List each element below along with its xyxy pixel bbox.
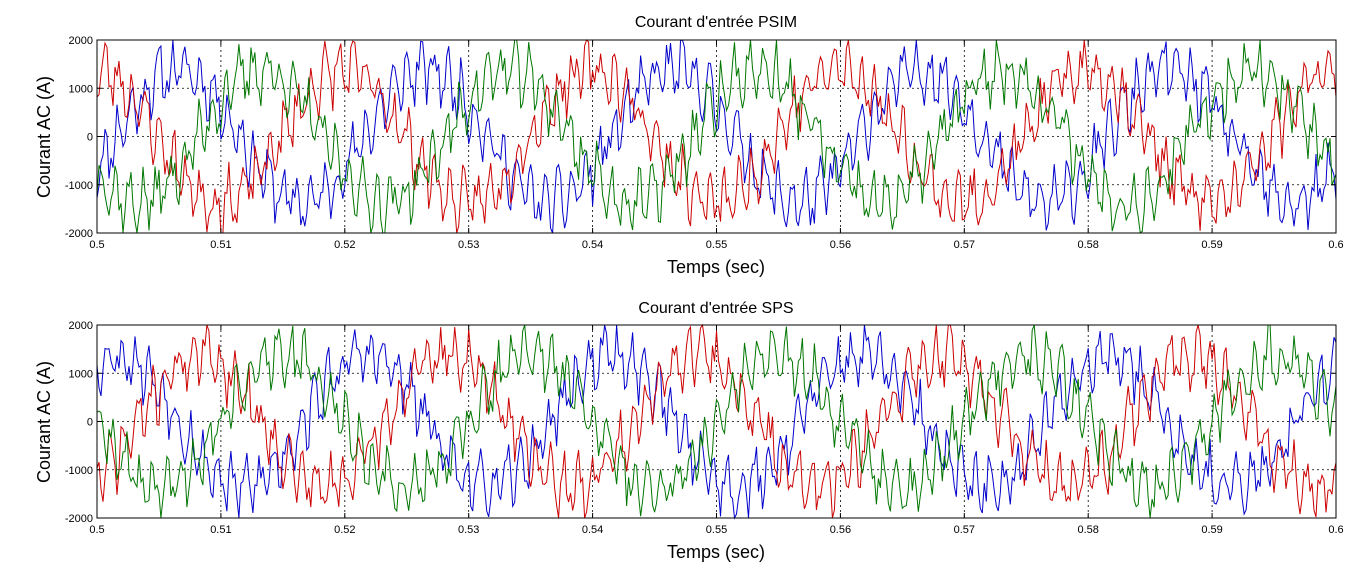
x-tick-label: 0.54 — [582, 524, 603, 536]
x-tick-label: 0.52 — [334, 524, 355, 536]
x-tick-label: 0.56 — [830, 239, 851, 251]
x-tick-label: 0.57 — [954, 239, 975, 251]
x-tick-labels: 0.5 0.51 0.52 0.53 0.54 0.55 0.56 0.57 0.58 0.59 0… — [89, 239, 1343, 251]
y-axis-label: Courant AC (A) — [34, 361, 54, 483]
x-tick-labels: 0.5 0.51 0.52 0.53 0.54 0.55 0.56 0.57 0.58 0.59 0… — [89, 524, 1343, 536]
x-tick-label: 0.53 — [458, 239, 479, 251]
y-tick-label: -1000 — [65, 465, 93, 477]
chart-panel-sps: Courant d'entrée SPS 0.5 0.51 0.52 0.53 0.54… — [34, 300, 1344, 562]
chart-title: Courant d'entrée SPS — [638, 300, 793, 317]
series-layer — [96, 323, 1337, 520]
x-axis-label: Temps (sec) — [667, 257, 765, 277]
x-tick-label: 0.53 — [458, 524, 479, 536]
y-tick-label: 2000 — [69, 35, 93, 47]
x-tick-label: 0.59 — [1201, 524, 1222, 536]
x-tick-label: 0.55 — [706, 524, 727, 536]
chart-title: Courant d'entrée PSIM — [635, 14, 797, 31]
grid-lines — [97, 325, 1336, 518]
x-tick-label: 0.51 — [210, 524, 231, 536]
series-line — [96, 39, 1337, 234]
x-tick-label: 0.54 — [582, 239, 603, 251]
y-tick-labels: 2000 1000 0 -1000 -2000 — [65, 35, 93, 240]
series-line — [96, 39, 1337, 234]
series-layer — [96, 39, 1337, 234]
y-tick-label: 2000 — [69, 320, 93, 332]
y-tick-label: 0 — [87, 132, 93, 144]
series-line — [96, 324, 1337, 520]
chart-panel-psim: Courant d'entrée PSIM 0.5 0.51 0.52 0.53 0.5… — [34, 14, 1344, 277]
series-line — [96, 323, 1337, 519]
y-tick-label: 0 — [87, 417, 93, 429]
x-axis-label: Temps (sec) — [667, 542, 765, 562]
x-tick-label: 0.57 — [954, 524, 975, 536]
x-tick-label: 0.52 — [334, 239, 355, 251]
x-tick-label: 0.6 — [1328, 239, 1343, 251]
tick-marks — [96, 39, 1337, 234]
y-tick-label: -1000 — [65, 180, 93, 192]
x-tick-label: 0.58 — [1077, 239, 1098, 251]
x-tick-label: 0.59 — [1201, 239, 1222, 251]
x-tick-label: 0.51 — [210, 239, 231, 251]
x-tick-label: 0.6 — [1328, 524, 1343, 536]
x-tick-label: 0.58 — [1077, 524, 1098, 536]
y-axis-label: Courant AC (A) — [34, 76, 54, 198]
y-tick-label: -2000 — [65, 228, 93, 240]
x-tick-label: 0.5 — [89, 239, 104, 251]
tick-marks — [96, 324, 1337, 519]
y-tick-label: -2000 — [65, 513, 93, 525]
x-tick-label: 0.5 — [89, 524, 104, 536]
series-line — [96, 39, 1337, 234]
y-tick-label: 1000 — [69, 368, 93, 380]
y-tick-label: 1000 — [69, 83, 93, 95]
x-tick-label: 0.56 — [830, 524, 851, 536]
series-line — [96, 324, 1337, 519]
x-tick-label: 0.55 — [706, 239, 727, 251]
y-tick-labels: 2000 1000 0 -1000 -2000 — [65, 320, 93, 525]
